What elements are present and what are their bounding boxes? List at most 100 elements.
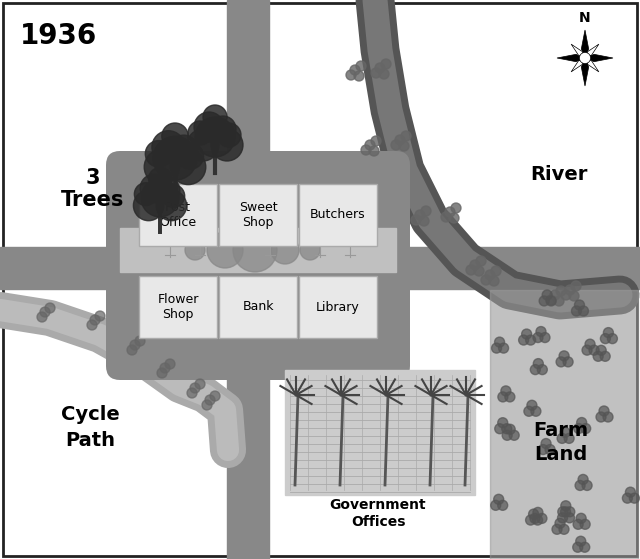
Circle shape <box>207 232 243 268</box>
Circle shape <box>561 507 570 517</box>
Text: River: River <box>530 165 588 184</box>
Circle shape <box>157 368 167 378</box>
Text: Butchers: Butchers <box>310 209 366 221</box>
Circle shape <box>600 351 610 361</box>
Text: 3: 3 <box>86 168 100 188</box>
Circle shape <box>391 140 401 150</box>
Text: Cycle: Cycle <box>61 405 120 424</box>
Polygon shape <box>581 58 589 86</box>
Circle shape <box>576 513 586 523</box>
Circle shape <box>354 71 364 81</box>
Circle shape <box>539 296 549 306</box>
Circle shape <box>541 439 551 448</box>
Circle shape <box>559 524 569 534</box>
Polygon shape <box>557 54 585 61</box>
Circle shape <box>379 69 389 79</box>
Circle shape <box>580 424 591 434</box>
Circle shape <box>395 135 405 145</box>
Circle shape <box>596 345 606 356</box>
Circle shape <box>481 275 491 285</box>
Circle shape <box>485 270 495 280</box>
Bar <box>219 184 297 246</box>
Circle shape <box>95 311 105 321</box>
Text: Library: Library <box>316 301 360 314</box>
Circle shape <box>162 123 188 149</box>
Circle shape <box>470 260 480 270</box>
Circle shape <box>578 475 588 485</box>
Circle shape <box>210 116 236 142</box>
Circle shape <box>144 149 179 184</box>
Circle shape <box>40 307 50 317</box>
Circle shape <box>153 136 197 180</box>
Circle shape <box>356 61 366 71</box>
Circle shape <box>532 515 543 525</box>
Circle shape <box>502 430 512 440</box>
Circle shape <box>492 343 502 353</box>
Circle shape <box>495 424 505 434</box>
Circle shape <box>525 335 536 345</box>
Circle shape <box>580 542 589 552</box>
Circle shape <box>205 395 215 405</box>
Circle shape <box>575 480 585 490</box>
Circle shape <box>546 296 556 306</box>
Text: Post
Office: Post Office <box>159 201 196 229</box>
Circle shape <box>569 291 579 301</box>
Circle shape <box>518 335 529 345</box>
Text: 1936: 1936 <box>20 22 97 50</box>
Circle shape <box>399 141 409 151</box>
Polygon shape <box>571 58 585 72</box>
Bar <box>299 276 377 338</box>
Circle shape <box>233 228 277 272</box>
Circle shape <box>557 513 568 523</box>
Circle shape <box>533 359 543 368</box>
Circle shape <box>188 121 212 145</box>
Circle shape <box>589 345 599 355</box>
Circle shape <box>134 183 157 206</box>
Circle shape <box>603 412 613 422</box>
Circle shape <box>537 513 547 523</box>
Bar <box>285 370 475 495</box>
Circle shape <box>550 290 560 300</box>
Circle shape <box>491 266 501 276</box>
Circle shape <box>401 131 411 141</box>
Circle shape <box>582 345 592 355</box>
Text: Farm: Farm <box>533 420 589 439</box>
Polygon shape <box>585 58 599 72</box>
Circle shape <box>365 140 375 150</box>
Circle shape <box>419 216 429 226</box>
Circle shape <box>445 207 455 217</box>
Circle shape <box>187 129 219 161</box>
Circle shape <box>571 281 581 291</box>
Circle shape <box>527 400 537 410</box>
Circle shape <box>564 513 575 523</box>
Circle shape <box>573 542 583 552</box>
Circle shape <box>130 340 140 350</box>
Circle shape <box>600 334 611 344</box>
Circle shape <box>538 364 547 375</box>
Polygon shape <box>581 30 589 58</box>
Circle shape <box>350 65 360 75</box>
Circle shape <box>554 296 564 306</box>
Circle shape <box>563 357 573 367</box>
Circle shape <box>530 513 540 523</box>
Circle shape <box>165 359 175 369</box>
Text: N: N <box>579 11 591 25</box>
Bar <box>227 0 269 559</box>
Text: Path: Path <box>65 430 115 449</box>
Circle shape <box>195 117 235 157</box>
Circle shape <box>545 444 555 454</box>
Circle shape <box>203 105 227 129</box>
Circle shape <box>575 300 584 310</box>
Circle shape <box>411 215 421 225</box>
Circle shape <box>185 240 205 260</box>
Polygon shape <box>571 44 585 58</box>
Circle shape <box>415 210 425 220</box>
FancyBboxPatch shape <box>106 151 410 380</box>
Circle shape <box>37 312 47 322</box>
Circle shape <box>474 266 484 276</box>
Text: Offices: Offices <box>351 515 405 529</box>
Circle shape <box>540 333 550 343</box>
Circle shape <box>623 493 632 503</box>
Circle shape <box>493 494 504 504</box>
Circle shape <box>629 493 639 503</box>
